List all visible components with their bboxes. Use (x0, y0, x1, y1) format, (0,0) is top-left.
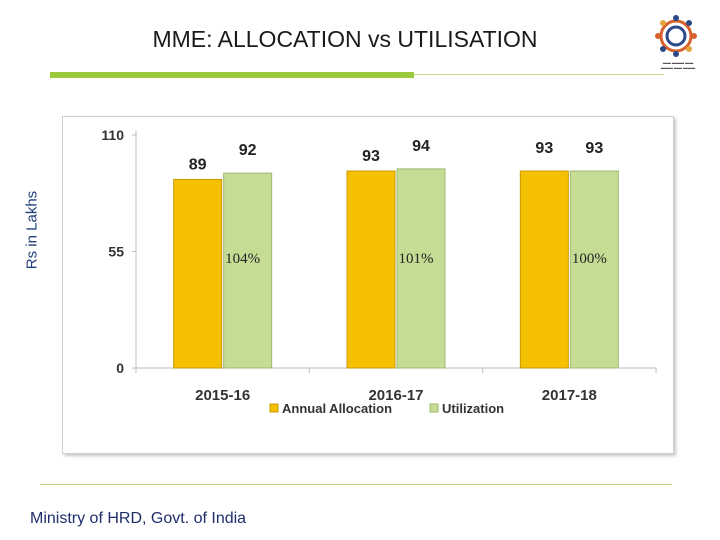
data-label: 94 (412, 138, 430, 155)
utilisation-percent-label: 104% (225, 251, 260, 267)
data-label: 93 (585, 140, 603, 157)
legend-swatch (269, 403, 279, 413)
legend-swatch (429, 403, 439, 413)
utilisation-percent-label: 101% (399, 251, 434, 267)
bar-utilization (569, 170, 619, 369)
y-tick-label: 0 (116, 360, 124, 376)
data-label: 92 (239, 142, 257, 159)
data-label: 93 (535, 140, 553, 157)
logo-caption: ▬▬ ▬▬▬ ▬▬ ▬▬▬ ▬▬ ▬▬▬ (660, 60, 696, 70)
legend-label: Utilization (442, 401, 504, 416)
slide-title: MME: ALLOCATION vs UTILISATION (152, 26, 538, 52)
y-tick-label: 110 (101, 127, 124, 143)
bar-utilization (396, 168, 446, 369)
y-tick-label: 55 (108, 244, 124, 260)
x-tick-label: 2016-17 (368, 387, 423, 404)
bar-allocation (173, 178, 223, 369)
data-label: 93 (362, 148, 380, 165)
title-underline-thin (414, 74, 664, 75)
logo-icon (652, 12, 700, 60)
data-label: 89 (189, 156, 207, 173)
bar-allocation (346, 170, 396, 369)
footer-text: Ministry of HRD, Govt. of India (30, 510, 247, 527)
bar-utilization (223, 172, 273, 369)
footer-divider (40, 484, 672, 485)
x-tick-label: 2015-16 (195, 387, 250, 404)
legend-label: Annual Allocation (282, 401, 392, 416)
utilisation-percent-label: 100% (572, 251, 607, 267)
bar-allocation (519, 170, 569, 369)
x-tick-label: 2017-18 (542, 387, 597, 404)
title-underline (50, 72, 414, 78)
